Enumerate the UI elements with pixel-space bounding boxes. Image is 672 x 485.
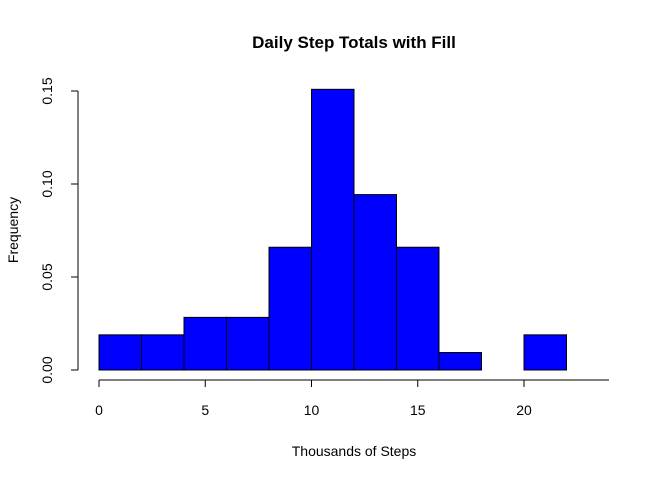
x-axis: 0 5 10 15 20 bbox=[95, 379, 609, 418]
x-tick-label-2: 10 bbox=[304, 402, 320, 418]
y-tick-label-1: 0.05 bbox=[39, 263, 55, 290]
y-tick-label-0: 0.00 bbox=[39, 356, 55, 383]
chart-title: Daily Step Totals with Fill bbox=[252, 33, 456, 52]
x-tick-label-4: 20 bbox=[516, 402, 532, 418]
bars-group bbox=[98, 88, 567, 371]
y-axis: 0.00 0.05 0.10 0.15 bbox=[39, 77, 79, 384]
x-tick-label-0: 0 bbox=[95, 402, 103, 418]
histogram-bar-2 bbox=[183, 316, 227, 371]
histogram-bar-3 bbox=[226, 316, 270, 371]
y-axis-label: Frequency bbox=[5, 197, 21, 263]
histogram-bar-5 bbox=[311, 88, 355, 371]
histogram-bar-10 bbox=[523, 334, 567, 371]
x-tick-label-3: 15 bbox=[410, 402, 426, 418]
y-tick-label-3: 0.15 bbox=[39, 77, 55, 104]
x-tick-label-1: 5 bbox=[201, 402, 209, 418]
histogram-bar-1 bbox=[141, 334, 185, 371]
x-axis-label: Thousands of Steps bbox=[292, 443, 417, 459]
histogram-bar-0 bbox=[98, 334, 142, 371]
histogram-bar-4 bbox=[268, 246, 312, 371]
histogram-bar-7 bbox=[396, 246, 440, 371]
histogram-bar-6 bbox=[353, 194, 397, 371]
histogram-bar-8 bbox=[438, 352, 482, 371]
y-tick-label-2: 0.10 bbox=[39, 170, 55, 197]
